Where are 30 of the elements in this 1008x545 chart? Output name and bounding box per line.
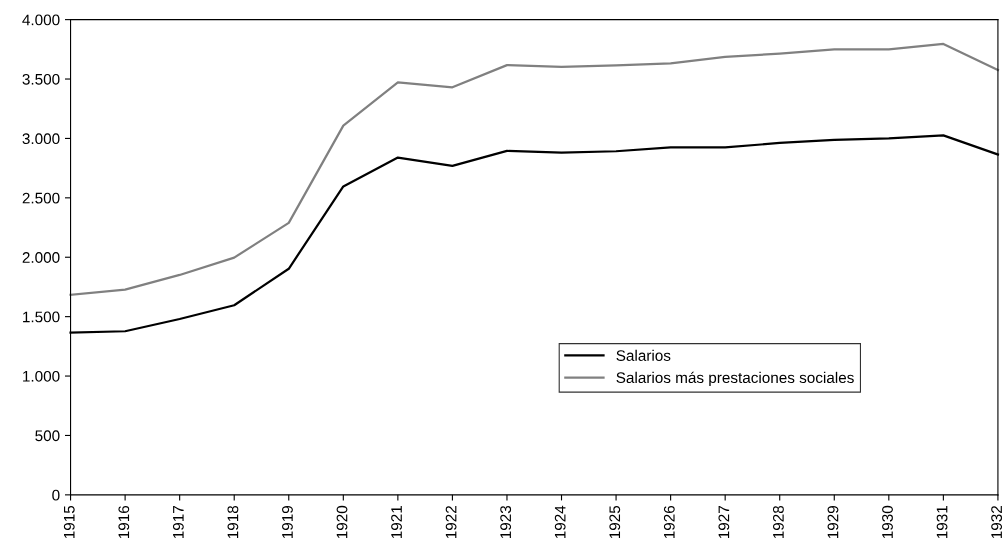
x-tick-label: 1930 <box>882 505 893 539</box>
legend-label: Salarios más prestaciones sociales <box>616 371 854 387</box>
y-tick-label: 2.000 <box>22 252 60 263</box>
x-tick-label: 1915 <box>63 505 75 539</box>
x-tick-label: 1921 <box>391 506 402 539</box>
x-tick-label: 1920 <box>336 505 348 539</box>
x-tick-label: 1932 <box>991 506 1003 539</box>
line-series <box>69 42 1000 296</box>
x-tick-label: 1919 <box>282 506 293 539</box>
y-tick-label: 500 <box>35 430 60 442</box>
x-tick-label: 1929 <box>827 506 839 539</box>
y-tick-label: 1.000 <box>23 370 60 382</box>
y-tick-label: 2.500 <box>22 192 60 204</box>
x-tick-label: 1928 <box>773 505 784 539</box>
y-tick-label: 3.500 <box>22 73 60 85</box>
x-tick-label: 1923 <box>500 505 512 539</box>
y-tick-label: 1.500 <box>23 311 60 323</box>
x-tick-label: 1925 <box>609 505 621 539</box>
x-tick-label: 1931 <box>936 506 948 539</box>
x-tick-label: 1927 <box>718 506 730 539</box>
x-tick-label: 1922 <box>445 506 457 539</box>
y-tick-label: 0 <box>52 489 60 501</box>
x-tick-label: 1917 <box>172 506 184 539</box>
x-tick-label: 1926 <box>663 505 675 539</box>
y-tick-label: 4.000 <box>22 14 60 26</box>
x-tick-label: 1924 <box>554 505 566 539</box>
y-tick-label: 3.000 <box>22 133 60 145</box>
x-tick-label: 1918 <box>227 505 239 539</box>
legend-label: Salarios <box>616 349 671 361</box>
x-tick-label: 1916 <box>118 505 130 539</box>
